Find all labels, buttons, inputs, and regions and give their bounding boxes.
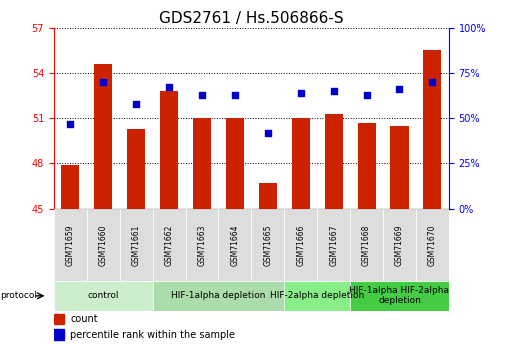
Point	[363, 92, 371, 97]
Bar	[127, 129, 145, 209]
Point	[132, 101, 140, 106]
Bar	[423, 50, 442, 209]
Bar	[54, 329, 64, 340]
Point	[231, 92, 239, 97]
Bar	[284, 209, 317, 281]
Text: HIF-1alpha HIF-2alpha
depletion: HIF-1alpha HIF-2alpha depletion	[349, 286, 449, 305]
Bar	[358, 123, 376, 209]
Bar	[186, 209, 219, 281]
Bar	[160, 91, 178, 209]
Bar	[120, 209, 152, 281]
Text: GSM71661: GSM71661	[132, 224, 141, 266]
Bar	[94, 64, 112, 209]
Title: GDS2761 / Hs.506866-S: GDS2761 / Hs.506866-S	[159, 11, 344, 27]
Bar	[152, 281, 284, 310]
Bar	[317, 209, 350, 281]
Bar	[226, 118, 244, 209]
Bar	[54, 314, 64, 324]
Bar	[219, 209, 251, 281]
Text: GSM71662: GSM71662	[165, 224, 173, 266]
Text: GSM71665: GSM71665	[263, 224, 272, 266]
Text: GSM71663: GSM71663	[198, 224, 207, 266]
Text: GSM71659: GSM71659	[66, 224, 75, 266]
Bar	[193, 118, 211, 209]
Bar	[390, 126, 408, 209]
Bar	[87, 209, 120, 281]
Point	[396, 86, 404, 92]
Bar	[350, 209, 383, 281]
Bar	[152, 209, 186, 281]
Point	[264, 130, 272, 136]
Point	[198, 92, 206, 97]
Point	[329, 88, 338, 94]
Text: GSM71664: GSM71664	[230, 224, 240, 266]
Point	[99, 79, 107, 85]
Bar	[54, 209, 87, 281]
Bar	[350, 281, 449, 310]
Text: HIF-2alpha depletion: HIF-2alpha depletion	[270, 291, 364, 300]
Point	[297, 90, 305, 96]
Text: GSM71666: GSM71666	[296, 224, 305, 266]
Bar	[54, 281, 153, 310]
Text: GSM71669: GSM71669	[395, 224, 404, 266]
Bar	[416, 209, 449, 281]
Text: GSM71667: GSM71667	[329, 224, 338, 266]
Text: control: control	[88, 291, 119, 300]
Bar	[61, 165, 80, 209]
Bar	[251, 209, 284, 281]
Text: GSM71670: GSM71670	[428, 224, 437, 266]
Text: protocol: protocol	[0, 291, 37, 300]
Text: percentile rank within the sample: percentile rank within the sample	[70, 330, 235, 340]
Bar	[284, 281, 350, 310]
Point	[165, 85, 173, 90]
Text: GSM71660: GSM71660	[98, 224, 108, 266]
Bar	[325, 114, 343, 209]
Point	[66, 121, 74, 126]
Text: HIF-1alpha depletion: HIF-1alpha depletion	[171, 291, 266, 300]
Bar	[292, 118, 310, 209]
Bar	[383, 209, 416, 281]
Bar	[259, 183, 277, 209]
Text: count: count	[70, 314, 98, 324]
Text: GSM71668: GSM71668	[362, 224, 371, 266]
Point	[428, 79, 437, 85]
